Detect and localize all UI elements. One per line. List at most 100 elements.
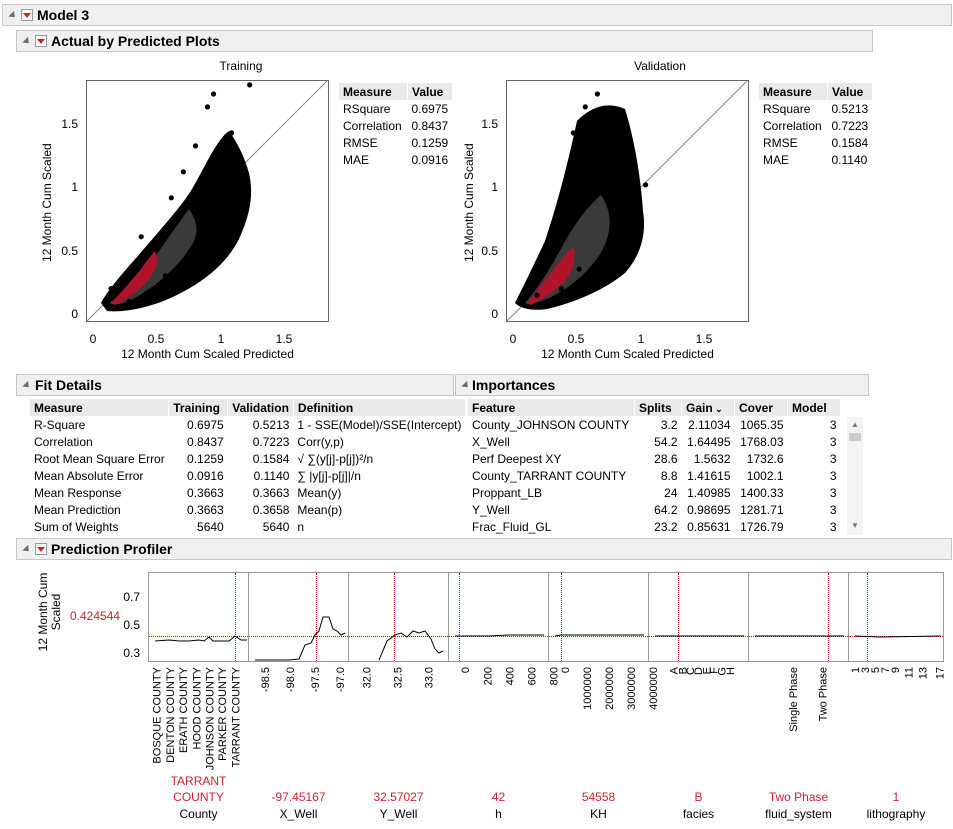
table-row: Mean Response 0.3663 0.3663 Mean(y) xyxy=(30,484,465,501)
factor-name-y-well: Y_Well xyxy=(379,807,418,821)
model-title: Model 3 xyxy=(37,7,90,23)
cell: Frac_Fluid_GL xyxy=(472,519,552,534)
x-tick: 600 xyxy=(526,667,538,686)
x-tick: 400 xyxy=(504,667,516,686)
profile-cell-x-well[interactable] xyxy=(248,572,349,662)
col-header: Value xyxy=(407,83,453,100)
factor-value-facies[interactable]: B xyxy=(694,790,703,804)
col-header[interactable]: Splits xyxy=(634,399,682,416)
cell: County_JOHNSON COUNTY xyxy=(472,417,630,432)
cell: n xyxy=(297,519,305,534)
factor-value-kh[interactable]: 54558 xyxy=(581,790,616,804)
scatter-point xyxy=(630,156,637,162)
profile-cell-county[interactable] xyxy=(148,572,249,662)
y-tick: 1 xyxy=(491,180,498,194)
scroll-down-arrow-icon[interactable]: ▼ xyxy=(851,521,859,530)
table-row: Frac_Fluid_GL 23.2 0.85631 1726.79 3 xyxy=(468,518,841,535)
disclosure-icon[interactable] xyxy=(22,380,32,391)
factor-value-county-line1[interactable]: TARRANT xyxy=(170,774,227,788)
table-row: County_TARRANT COUNTY 8.8 1.41615 1002.1 3 xyxy=(468,467,841,484)
training-scatter-svg xyxy=(87,81,328,321)
cell: 1400.33 xyxy=(740,485,784,500)
disclosure-icon[interactable] xyxy=(22,544,32,555)
cell: 1065.35 xyxy=(740,417,784,432)
cell: Sum of Weights xyxy=(34,519,119,534)
cell: 0.1140 xyxy=(831,152,868,167)
x-tick: 9 xyxy=(890,667,902,674)
avp-outline-header[interactable]: Actual by Predicted Plots xyxy=(16,30,873,52)
y-tick: 0 xyxy=(71,307,78,321)
validation-density-core xyxy=(527,247,575,305)
scatter-point xyxy=(600,117,606,123)
x-tick: 13 xyxy=(917,667,929,680)
y-tick: 1.5 xyxy=(61,117,78,131)
x-tick: Single Phase xyxy=(788,667,800,732)
cell: 1.40985 xyxy=(687,485,731,500)
importances-scrollbar[interactable]: ▲ ▼ xyxy=(847,417,863,535)
profile-cell-y-well[interactable] xyxy=(348,572,449,662)
scrollbar-thumb[interactable] xyxy=(849,433,861,441)
disclosure-icon[interactable] xyxy=(22,36,32,47)
scatter-point xyxy=(138,234,144,240)
profile-cell-h[interactable] xyxy=(448,572,549,662)
cell: Mean(y) xyxy=(297,485,342,500)
x-tick: HOOD COUNTY xyxy=(191,667,203,750)
profile-curve xyxy=(378,630,444,661)
profile-curve xyxy=(655,635,744,637)
red-triangle-menu-icon[interactable] xyxy=(21,9,33,21)
scatter-point xyxy=(204,104,211,110)
cell: ∑ |y[j]-p[j]|/n xyxy=(297,468,361,483)
col-header: Measure xyxy=(30,399,170,416)
cell: 0.3663 xyxy=(187,502,224,517)
model-outline-header[interactable]: Model 3 xyxy=(2,4,952,26)
scatter-point xyxy=(582,104,588,110)
y-tick: 0.5 xyxy=(61,244,78,258)
profile-cell-fluid-system[interactable] xyxy=(748,572,849,662)
factor-value-x-well[interactable]: -97.45167 xyxy=(271,790,326,804)
col-header[interactable]: Model xyxy=(787,399,841,416)
profile-cell-kh[interactable] xyxy=(548,572,649,662)
factor-value-y-well[interactable]: 32.57027 xyxy=(373,790,424,804)
x-tick: 2000000 xyxy=(604,667,616,710)
scroll-up-arrow-icon[interactable]: ▲ xyxy=(851,420,859,429)
x-tick: 1 xyxy=(217,332,225,346)
red-triangle-menu-icon[interactable] xyxy=(35,543,47,555)
fit-details-title: Fit Details xyxy=(35,377,102,393)
training-x-axis-label: 12 Month Cum Scaled Predicted xyxy=(121,347,294,361)
red-triangle-menu-icon[interactable] xyxy=(35,35,47,47)
col-header: Measure xyxy=(759,83,828,100)
validation-x-axis-label: 12 Month Cum Scaled Predicted xyxy=(541,347,714,361)
col-header[interactable]: Feature xyxy=(468,399,635,416)
factor-value-fluid-system[interactable]: Two Phase xyxy=(768,790,829,804)
cell: 1768.03 xyxy=(740,434,784,449)
factor-value-h[interactable]: 42 xyxy=(491,790,506,804)
x-tick: 0 xyxy=(460,667,472,674)
training-scatter-plot[interactable] xyxy=(86,80,329,322)
cell: 0.1584 xyxy=(831,135,869,150)
profile-cell-facies[interactable] xyxy=(648,572,749,662)
factor-name-h: h xyxy=(495,807,502,821)
validation-scatter-plot[interactable] xyxy=(506,80,749,322)
col-header[interactable]: Cover xyxy=(734,399,788,416)
disclosure-icon[interactable] xyxy=(8,10,18,21)
y-tick: 0.7 xyxy=(123,590,140,604)
importances-table: Feature Splits Gain ⌄ Cover Model County… xyxy=(468,399,841,535)
factor-value-lithography[interactable]: 1 xyxy=(892,790,900,804)
factor-value-county-line2[interactable]: COUNTY xyxy=(173,790,224,804)
table-row: Sum of Weights 5640 5640 n xyxy=(30,518,465,535)
x-tick: TARRANT COUNTY xyxy=(230,667,242,768)
cell: 5640 xyxy=(197,519,224,534)
importances-header[interactable]: Importances xyxy=(455,374,869,396)
profile-curve xyxy=(255,616,346,661)
profiler-header[interactable]: Prediction Profiler xyxy=(16,538,952,560)
training-density-mid xyxy=(109,209,197,305)
fit-details-header[interactable]: Fit Details xyxy=(16,374,454,396)
col-header[interactable]: Gain ⌄ xyxy=(681,399,735,416)
disclosure-icon[interactable] xyxy=(461,380,471,391)
sort-descending-icon: ⌄ xyxy=(712,403,723,414)
cell: Corr(y,p) xyxy=(297,434,344,449)
x-tick: 800 xyxy=(548,667,560,686)
cell: 3 xyxy=(829,451,837,466)
profile-cell-lithography[interactable] xyxy=(848,572,944,662)
training-density-core xyxy=(111,251,157,305)
